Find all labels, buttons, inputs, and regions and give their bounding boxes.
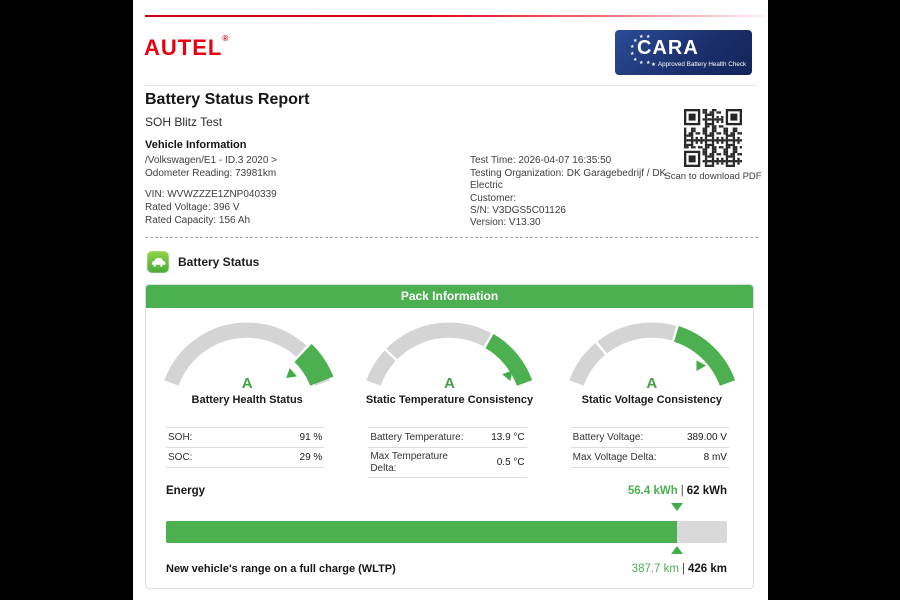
- header-divider: [145, 85, 756, 86]
- battery-status-title: Battery Status: [178, 255, 260, 269]
- grade-badge: A: [444, 375, 455, 392]
- range-values: 387.7 km | 426 km: [632, 563, 727, 575]
- star-icon: ★: [630, 44, 635, 50]
- qr-code: [684, 109, 742, 167]
- voltage-table: Battery Voltage: 389.00 V Max Voltage De…: [570, 427, 729, 478]
- gauge-arc: [164, 322, 334, 387]
- range-marker-up-icon: [670, 546, 683, 554]
- max-temperature-delta-label: Max Temperature Delta:: [370, 451, 448, 474]
- autel-logo-text: AUTEL: [144, 35, 223, 60]
- table-row: SOC: 29 %: [166, 448, 325, 468]
- soc-label: SOC:: [168, 451, 193, 463]
- gauge-battery-health-status: A Battery Health Status: [146, 311, 348, 406]
- cara-badge: ★ ★ ★ ★ ★ ★ ★ ★ CARA ★ Approved Battery H…: [615, 30, 752, 75]
- value-separator: |: [680, 485, 684, 497]
- test-time: Test Time: 2026-04-07 16:35:50: [470, 155, 612, 166]
- star-icon: ★: [646, 60, 651, 66]
- value-separator: |: [681, 563, 685, 575]
- range-total: 426 km: [687, 563, 727, 575]
- star-icon: ★: [639, 60, 644, 66]
- energy-header: Energy 56.4 kWh | 62 kWh: [166, 485, 727, 497]
- temperature-table: Battery Temperature: 13.9 °C Max Tempera…: [368, 427, 527, 478]
- pack-information-panel: Pack Information A Battery Health Status…: [145, 284, 754, 589]
- testing-organization: Testing Organization: DK Garagebedrijf /…: [470, 168, 667, 191]
- table-row: Battery Temperature: 13.9 °C: [368, 428, 527, 448]
- max-temperature-delta-value: 0.5 °C: [496, 457, 525, 468]
- star-icon: ★: [639, 34, 644, 40]
- rated-voltage: Rated Voltage: 396 V: [145, 202, 240, 213]
- battery-status-section-header: Battery Status: [147, 251, 259, 273]
- dashed-divider: [145, 237, 758, 238]
- soc-value: 29 %: [299, 452, 323, 463]
- table-row: Max Temperature Delta: 0.5 °C: [368, 448, 527, 478]
- soh-value: 91 %: [299, 432, 323, 443]
- energy-bar-area: [166, 503, 727, 555]
- battery-voltage-label: Battery Voltage:: [572, 431, 644, 443]
- gauge-label: Static Temperature Consistency: [365, 394, 534, 406]
- gauge-static-temperature-consistency: A Static Temperature Consistency: [348, 311, 550, 406]
- range-label: New vehicle's range on a full charge (WL…: [166, 563, 396, 575]
- report-page: AUTEL® ★ ★ ★ ★ ★ ★ ★ ★ CARA ★ Approved Ba…: [133, 0, 768, 600]
- soh-label: SOH:: [168, 431, 193, 443]
- vin-value: VIN: WVWZZZE1ZNP040339: [145, 189, 277, 200]
- gauge-label: Battery Health Status: [191, 394, 303, 406]
- rated-capacity: Rated Capacity: 156 Ah: [145, 215, 251, 226]
- vehicle-model-path: /Volkswagen/E1 - ID.3 2020 >: [145, 155, 278, 166]
- pack-information-header: Pack Information: [146, 285, 753, 308]
- grade-badge: A: [646, 375, 658, 392]
- soh-soc-table: SOH: 91 % SOC: 29 %: [166, 427, 325, 478]
- customer: Customer:: [470, 193, 517, 204]
- battery-temperature-value: 13.9 °C: [491, 432, 525, 443]
- energy-current: 56.4 kWh: [627, 485, 678, 497]
- cara-title: CARA: [637, 37, 699, 59]
- table-row: Battery Voltage: 389.00 V: [570, 428, 729, 448]
- gauge-arc: [569, 320, 735, 387]
- report-title: Battery Status Report: [145, 91, 310, 108]
- energy-label: Energy: [166, 485, 205, 497]
- header-accent-line: [145, 15, 765, 17]
- max-voltage-delta-label: Max Voltage Delta:: [572, 451, 657, 463]
- star-icon: ★: [633, 38, 638, 44]
- grade-badge: A: [241, 375, 253, 392]
- range-row: New vehicle's range on a full charge (WL…: [166, 563, 727, 575]
- gauge-static-voltage-consistency: A Static Voltage Consistency: [551, 311, 753, 406]
- table-row: Max Voltage Delta: 8 mV: [570, 448, 729, 468]
- energy-values: 56.4 kWh | 62 kWh: [628, 485, 727, 497]
- gauges-row: A Battery Health Status A Static Tempera…: [146, 311, 753, 406]
- gauge-label: Static Voltage Consistency: [581, 394, 723, 406]
- energy-marker-down-icon: [670, 503, 683, 511]
- battery-voltage-value: 389.00 V: [686, 432, 727, 443]
- table-row: SOH: 91 %: [166, 428, 325, 448]
- vehicle-info-heading: Vehicle Information: [145, 139, 247, 151]
- version: Version: V13.30: [470, 217, 541, 228]
- star-icon: ★: [633, 57, 638, 63]
- qr-code-image: [684, 109, 742, 167]
- energy-progress-bar: [166, 521, 727, 543]
- star-icon: ★: [646, 34, 651, 40]
- serial-number: S/N: V3DGS5C01126: [470, 205, 566, 216]
- registered-mark: ®: [222, 34, 229, 43]
- energy-progress-fill: [166, 521, 677, 543]
- star-icon: ★: [630, 51, 635, 57]
- qr-caption: Scan to download PDF: [664, 171, 762, 182]
- cara-tagline: ★ Approved Battery Health Check: [651, 61, 746, 68]
- car-icon: [147, 251, 169, 273]
- car-icon-glyph: [152, 258, 166, 267]
- range-current: 387.7 km: [631, 563, 679, 575]
- star-icon: ★: [651, 62, 656, 68]
- max-voltage-delta-value: 8 mV: [703, 452, 727, 463]
- odometer-reading: Odometer Reading: 73981km: [145, 168, 277, 179]
- battery-temperature-label: Battery Temperature:: [370, 431, 464, 443]
- energy-total: 62 kWh: [686, 485, 727, 497]
- cara-tagline-text: Approved Battery Health Check: [657, 61, 747, 68]
- report-subtitle: SOH Blitz Test: [145, 115, 223, 129]
- stats-row: SOH: 91 % SOC: 29 % Battery Temperature:…: [146, 427, 753, 478]
- autel-logo: AUTEL®: [144, 34, 228, 61]
- gauge-arc: [366, 322, 533, 387]
